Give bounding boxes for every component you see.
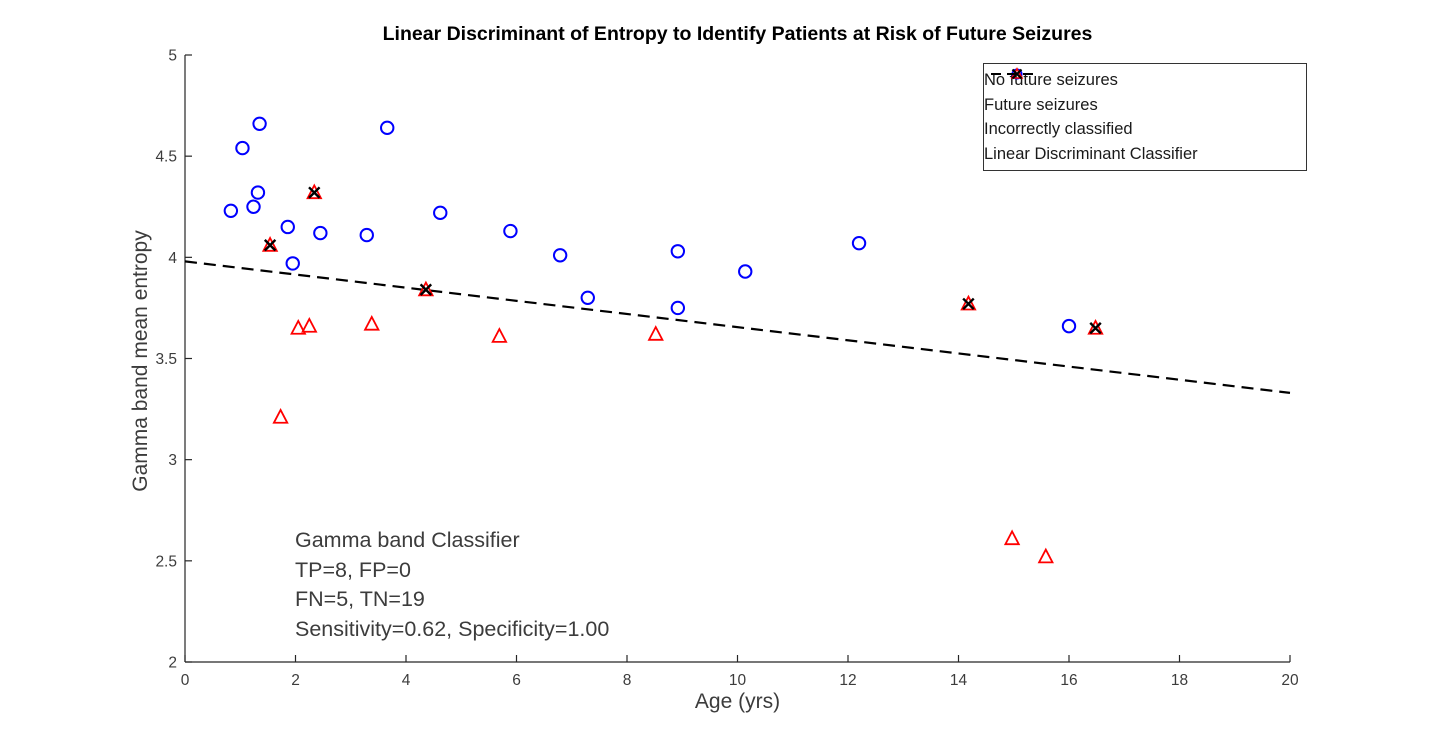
data-point-no-seizure	[1061, 318, 1077, 334]
incorrect-classification-x-marker	[419, 283, 433, 296]
y-tick-label: 3.5	[155, 351, 177, 368]
incorrect-classification-x-marker	[263, 239, 277, 252]
data-point-no-seizure	[250, 185, 266, 200]
legend-label: Linear Discriminant Classifier	[984, 145, 1198, 164]
x-tick-label: 10	[729, 672, 747, 689]
x-tick-label: 8	[623, 672, 632, 689]
classifier-stats-annotation: Gamma band Classifier TP=8, FP=0 FN=5, TN=…	[295, 526, 609, 644]
incorrect-classification-x-marker	[1089, 322, 1102, 335]
data-point-no-seizure	[246, 199, 261, 214]
x-tick-label: 20	[1281, 672, 1299, 689]
data-point-no-seizure	[313, 225, 328, 241]
data-point-no-seizure	[252, 116, 267, 131]
data-point-future-seizure	[960, 294, 977, 311]
x-tick-label: 4	[402, 672, 411, 689]
data-point-no-seizure	[433, 205, 448, 221]
classifier-line	[184, 260, 1291, 394]
y-axis-label: Gamma band mean entropy	[129, 230, 152, 492]
data-point-no-seizure	[580, 290, 595, 305]
data-point-future-seizure	[272, 408, 289, 424]
y-tick-label: 4.5	[155, 149, 177, 166]
data-point-no-seizure	[738, 264, 753, 279]
data-point-future-seizure	[306, 183, 323, 200]
x-axis-label: Age (yrs)	[694, 690, 781, 713]
data-point-future-seizure	[417, 280, 435, 297]
annotation-line: Gamma band Classifier	[295, 528, 520, 552]
legend-item: Future seizures	[984, 67, 1306, 118]
data-point-future-seizure	[1003, 529, 1021, 546]
dashed-line-legend-icon	[991, 73, 1039, 75]
data-point-no-seizure	[235, 140, 250, 156]
data-point-no-seizure	[223, 203, 239, 218]
legend-item: Linear Discriminant Classifier	[984, 73, 1306, 167]
x-tick-label: 2	[291, 672, 300, 689]
x-tick-label: 12	[839, 672, 856, 689]
data-point-future-seizure	[1037, 547, 1054, 564]
y-tick-label: 2	[168, 655, 177, 672]
data-point-no-seizure	[285, 256, 300, 271]
annotation-line: Sensitivity=0.62, Specificity=1.00	[295, 616, 610, 641]
x-tick-label: 0	[181, 672, 190, 689]
y-tick-label: 2.5	[155, 553, 177, 570]
data-point-no-seizure	[280, 219, 295, 235]
x-tick-label: 18	[1171, 672, 1188, 689]
x-tick-label: 14	[950, 672, 968, 689]
data-point-future-seizure	[491, 327, 508, 343]
legend-label: Incorrectly classified	[984, 120, 1133, 139]
data-point-no-seizure	[503, 223, 518, 239]
y-tick-label: 4	[168, 250, 177, 267]
data-point-no-seizure	[851, 235, 867, 251]
x-tick-label: 6	[512, 672, 521, 689]
data-point-future-seizure	[261, 236, 279, 252]
legend-label: Future seizures	[984, 95, 1098, 114]
data-point-future-seizure	[301, 316, 318, 333]
chart-title: Linear Discriminant of Entropy to Identi…	[382, 23, 1093, 45]
data-point-future-seizure	[1087, 319, 1104, 335]
legend-item: Incorrectly classified	[984, 68, 1306, 143]
incorrect-classification-x-marker	[962, 297, 975, 311]
legend-box: No future seizures Future seizures Incorre…	[983, 63, 1307, 171]
y-tick-label: 3	[168, 452, 177, 469]
x-tick-label: 16	[1060, 672, 1077, 689]
data-point-no-seizure	[670, 244, 686, 259]
data-point-future-seizure	[363, 314, 380, 331]
data-point-future-seizure	[290, 319, 307, 335]
data-point-no-seizure	[670, 300, 686, 316]
data-point-future-seizure	[647, 325, 664, 341]
data-point-no-seizure	[380, 120, 395, 136]
annotation-line: FN=5, TN=19	[295, 587, 425, 611]
y-tick-label: 5	[168, 48, 177, 65]
data-point-no-seizure	[552, 248, 568, 263]
data-point-no-seizure	[359, 227, 374, 243]
annotation-line: TP=8, FP=0	[295, 557, 411, 582]
incorrect-classification-x-marker	[308, 186, 321, 199]
